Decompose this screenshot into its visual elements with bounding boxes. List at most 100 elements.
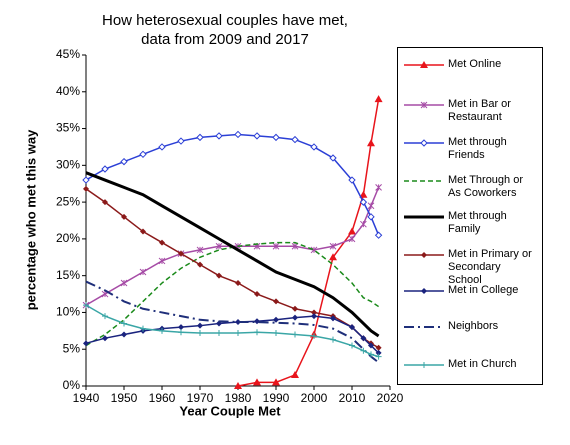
marker (216, 272, 222, 279)
marker (367, 139, 375, 147)
series-line (85, 304, 379, 358)
marker (254, 291, 260, 298)
x-tick-label: 2020 (377, 391, 404, 405)
marker (360, 220, 367, 228)
marker (197, 330, 203, 337)
x-tick-label: 1940 (73, 391, 100, 405)
marker (311, 332, 317, 339)
marker (272, 242, 280, 250)
marker (178, 250, 184, 257)
y-tick-label: 20% (56, 231, 80, 245)
x-tick-label: 1980 (225, 391, 252, 405)
marker (420, 61, 428, 68)
marker (121, 213, 127, 220)
marker (367, 202, 375, 210)
marker (375, 349, 382, 356)
marker (196, 133, 204, 142)
marker (120, 157, 128, 166)
series-line (85, 315, 380, 354)
legend-swatch (404, 101, 444, 109)
chart-subtitle: data from 2009 and 2017 (141, 31, 309, 48)
series-line (85, 188, 379, 349)
marker (367, 213, 375, 221)
marker (140, 228, 146, 235)
series-line (85, 171, 380, 338)
marker (197, 261, 203, 268)
marker (253, 132, 261, 140)
legend-item: Met through Friends (398, 136, 544, 162)
legend-label: Met in Church (448, 358, 517, 370)
marker (292, 331, 298, 338)
marker (421, 362, 427, 368)
marker (235, 280, 241, 287)
series-line (85, 133, 380, 236)
marker (329, 154, 337, 162)
marker (330, 336, 336, 343)
y-tick-label: 15% (56, 268, 80, 282)
x-tick-label: 2000 (301, 391, 328, 405)
marker (359, 190, 368, 198)
marker (121, 320, 127, 327)
series-line (237, 99, 380, 387)
legend-item: Met through Family (398, 210, 544, 236)
marker (196, 246, 204, 254)
legend-item: Met in College (398, 284, 544, 298)
x-tick-label: 1990 (263, 391, 290, 405)
marker (253, 378, 261, 386)
marker (215, 242, 223, 250)
marker (348, 176, 356, 184)
marker (140, 325, 146, 332)
marker (83, 302, 89, 309)
marker (254, 329, 260, 336)
marker (235, 319, 241, 326)
marker (360, 335, 367, 342)
marker (121, 331, 127, 338)
marker (234, 130, 242, 139)
marker (291, 242, 299, 250)
marker (375, 184, 382, 191)
series-line (85, 241, 380, 347)
marker (420, 101, 428, 109)
x-tick-label: 1970 (187, 391, 214, 405)
marker (329, 253, 337, 261)
legend-swatch (404, 139, 444, 147)
legend-label: Met through Friends (448, 136, 507, 161)
marker (273, 330, 279, 337)
marker (368, 351, 374, 358)
marker (421, 288, 427, 294)
x-tick-label: 2010 (339, 391, 366, 405)
marker (83, 185, 89, 192)
marker (83, 340, 89, 347)
y-tick-label: 45% (56, 47, 80, 61)
marker (349, 342, 355, 349)
marker (273, 298, 279, 305)
legend-label: Met in College (448, 284, 519, 296)
legend-item: Met in Primary or Secondary School (398, 248, 544, 287)
marker (139, 150, 147, 159)
marker (159, 327, 165, 334)
chart-title: How heterosexual couples have met, (102, 12, 348, 29)
marker (102, 199, 108, 206)
legend: Met Online Met in Bar or Restaurant Met th… (397, 47, 543, 385)
legend-item: Met Online (398, 58, 544, 72)
legend-item: Neighbors (398, 320, 544, 334)
marker (101, 165, 109, 173)
legend-label: Neighbors (448, 320, 499, 332)
x-tick-label: 1960 (149, 391, 176, 405)
y-tick-label: 35% (56, 121, 80, 135)
marker (120, 279, 128, 287)
y-tick-label: 0% (63, 378, 81, 392)
legend-swatch (404, 326, 444, 328)
marker (273, 316, 279, 323)
legend-swatch (404, 180, 444, 182)
marker (420, 139, 428, 147)
y-tick-label: 40% (56, 84, 80, 98)
marker (159, 239, 165, 246)
marker (311, 309, 317, 316)
marker (349, 324, 355, 331)
marker (177, 137, 185, 145)
marker (254, 318, 260, 325)
marker (291, 370, 299, 378)
marker (158, 143, 166, 151)
